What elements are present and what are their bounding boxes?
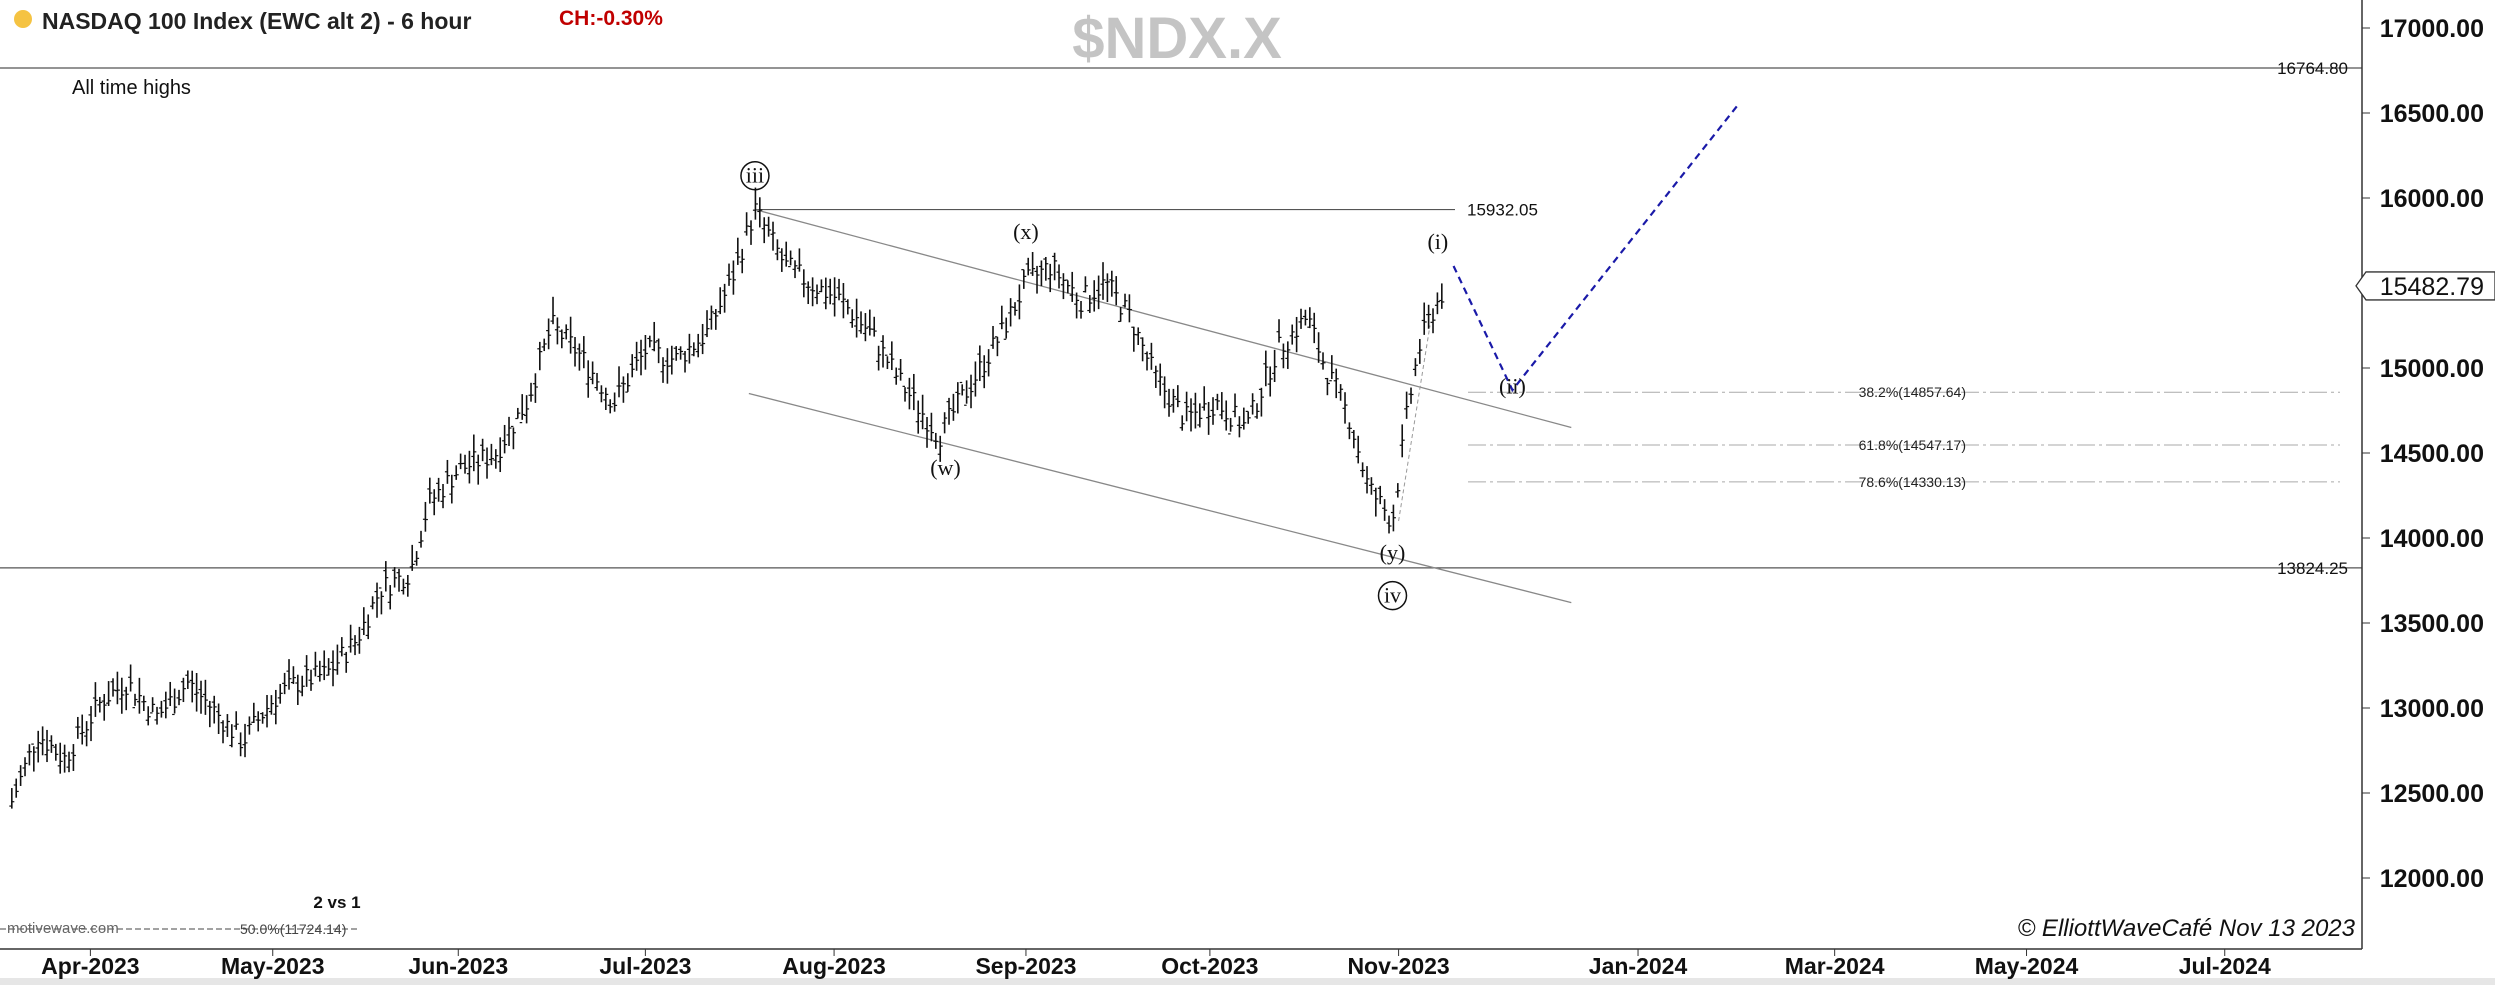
- copyright-label: © ElliottWaveCafé Nov 13 2023: [2018, 915, 2356, 942]
- price-level-label: 15932.05: [1467, 201, 1538, 220]
- fib-note: 2 vs 1: [313, 893, 360, 912]
- projection-path: [1452, 102, 1741, 393]
- x-axis[interactable]: Apr-2023 May-2023 Jun-2023 Jul-2023 Aug-2023…: [41, 949, 2271, 979]
- x-tick-label: Nov-2023: [1347, 953, 1449, 979]
- price-level-label: 13824.25: [2277, 559, 2348, 578]
- current-price-label: 15482.79: [2380, 273, 2484, 301]
- x-tick-label: Jan-2024: [1589, 953, 1688, 979]
- wave-labels: iii (x) (w) (i) (ii) (y) iv: [740, 160, 1526, 611]
- current-price-marker: [2355, 271, 2495, 301]
- chart-title: NASDAQ 100 Index (EWC alt 2) - 6 hour: [42, 8, 471, 34]
- y-tick-label: 13000.00: [2380, 695, 2484, 723]
- x-axis-bottom-band: [0, 978, 2495, 985]
- y-tick-label: 13500.00: [2380, 610, 2484, 638]
- y-tick-label: 15000.00: [2380, 355, 2484, 383]
- level-note: All time highs: [72, 77, 191, 99]
- x-tick-label: Aug-2023: [782, 953, 886, 979]
- wave-label: iii: [746, 163, 764, 188]
- y-tick-label: 16000.00: [2380, 185, 2484, 213]
- wave-label: (x): [1013, 219, 1039, 244]
- projection-line[interactable]: [1452, 102, 1741, 393]
- x-tick-label: Oct-2023: [1161, 953, 1258, 979]
- y-tick-label: 12000.00: [2380, 865, 2484, 893]
- fib-level-label: 61.8%(14547.17): [1859, 437, 1966, 453]
- status-dot-icon: [14, 10, 32, 28]
- price-bars: [9, 187, 1445, 809]
- wave-label: (i): [1427, 229, 1448, 254]
- price-level-label: 16764.80: [2277, 59, 2348, 78]
- wave-label-circle: [1377, 580, 1408, 611]
- fib-level-label: 78.6%(14330.13): [1859, 474, 1966, 490]
- y-tick-label: 17000.00: [2380, 15, 2484, 43]
- x-tick-label: Jun-2023: [408, 953, 508, 979]
- trend-channel: [748, 208, 1572, 604]
- wave-label: (y): [1380, 540, 1406, 565]
- x-tick-label: Mar-2024: [1785, 953, 1885, 979]
- trend-line[interactable]: [1398, 325, 1431, 522]
- y-axis[interactable]: 12000.00 12500.00 13000.00 13500.00 14000.00…: [2355, 15, 2495, 893]
- source-watermark: motivewave.com: [7, 920, 119, 937]
- fib-levels: 38.2%(14857.64) 61.8%(14547.17) 78.6%(1433…: [0, 384, 2340, 937]
- fib-level-label: 50.0%(11724.14): [240, 921, 346, 937]
- fib-level-label: 38.2%(14857.64): [1859, 384, 1966, 400]
- change-percent: CH:-0.30%: [559, 7, 663, 30]
- y-tick-label: 14000.00: [2380, 525, 2484, 553]
- wave-label-circle: [740, 160, 770, 191]
- x-tick-label: May-2024: [1975, 953, 2079, 979]
- wave-label: iv: [1384, 583, 1401, 608]
- x-tick-label: Jul-2023: [599, 953, 691, 979]
- y-tick-label: 12500.00: [2380, 780, 2484, 808]
- horizontal-levels: 16764.80 All time highs 15932.05 13824.25: [0, 59, 2362, 578]
- x-tick-label: Apr-2023: [41, 953, 139, 979]
- x-tick-label: Jul-2024: [2179, 953, 2271, 979]
- wave-label: (w): [930, 455, 961, 480]
- y-tick-label: 14500.00: [2380, 440, 2484, 468]
- x-tick-label: May-2023: [221, 953, 325, 979]
- symbol-watermark: $NDX.X: [1072, 6, 1282, 71]
- channel-line[interactable]: [754, 208, 1572, 429]
- x-tick-label: Sep-2023: [975, 953, 1076, 979]
- y-tick-label: 16500.00: [2380, 100, 2484, 128]
- channel-line[interactable]: [748, 392, 1572, 604]
- wave-label: (ii): [1499, 374, 1526, 399]
